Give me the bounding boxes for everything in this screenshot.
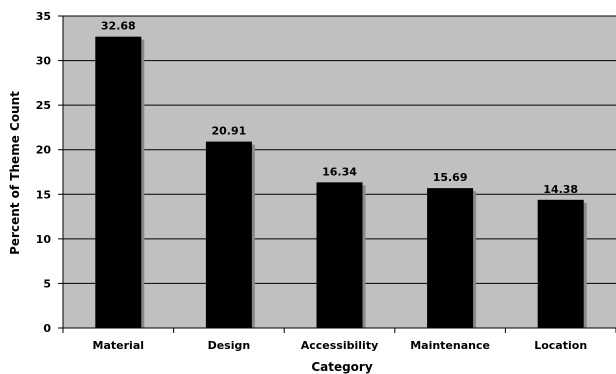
x-tick-label: Accessibility — [301, 339, 379, 352]
y-axis-tick-labels: 0 5 10 15 20 25 30 35 — [36, 10, 52, 335]
y-tick-label: 10 — [36, 233, 52, 246]
y-tick-label: 20 — [36, 144, 52, 157]
axes — [58, 15, 616, 333]
bar — [537, 199, 584, 328]
data-label: 16.34 — [322, 165, 357, 178]
bar — [427, 188, 474, 328]
data-label: 32.68 — [101, 20, 136, 33]
bars — [95, 36, 584, 328]
x-axis-title: Category — [311, 360, 373, 374]
y-tick-label: 0 — [43, 322, 51, 335]
y-tick-label: 30 — [36, 55, 52, 68]
y-axis-title: Percent of Theme Count — [8, 91, 22, 255]
data-labels: 32.68 20.91 16.34 15.69 14.38 — [101, 20, 578, 196]
y-tick-label: 25 — [36, 99, 51, 112]
x-tick-label: Design — [208, 339, 251, 352]
data-label: 14.38 — [543, 183, 578, 196]
x-tick-label: Material — [93, 339, 144, 352]
y-tick-label: 35 — [36, 10, 51, 23]
x-axis-tick-labels: Material Design Accessibility Maintenance Lo… — [93, 339, 588, 352]
x-tick-label: Maintenance — [410, 339, 490, 352]
data-label: 20.91 — [212, 125, 247, 138]
bar — [316, 182, 363, 328]
data-label: 15.69 — [433, 171, 468, 184]
y-tick-label: 15 — [36, 188, 51, 201]
x-tick-label: Location — [534, 339, 587, 352]
bar — [205, 141, 252, 328]
y-tick-label: 5 — [43, 277, 51, 290]
bar — [95, 36, 142, 328]
